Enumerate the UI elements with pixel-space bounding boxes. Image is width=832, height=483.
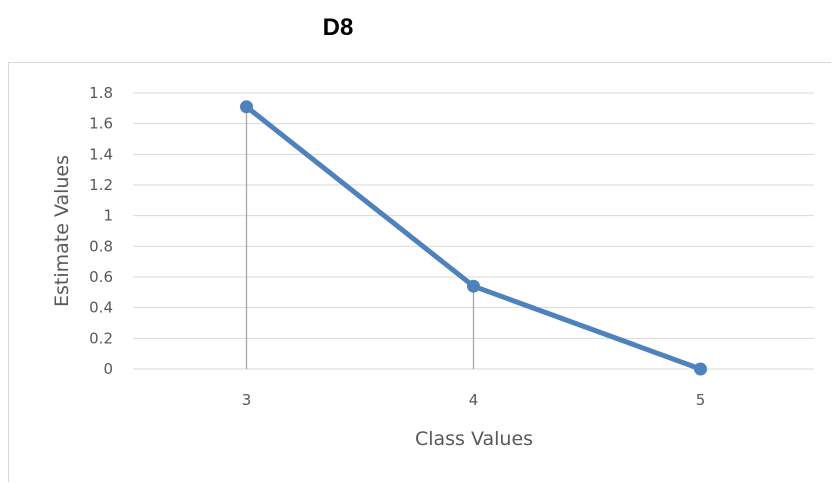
x-tick-label: 4 bbox=[469, 391, 479, 409]
y-tick-label: 1.6 bbox=[89, 115, 113, 133]
x-axis-label: Class Values bbox=[415, 428, 533, 450]
chart-frame bbox=[8, 62, 831, 482]
y-axis-label: Estimate Values bbox=[51, 155, 73, 307]
data-point-3 bbox=[240, 100, 253, 114]
drop-lines bbox=[245, 106, 475, 369]
x-tick-label: 5 bbox=[696, 391, 706, 409]
y-tick-label: 0.4 bbox=[89, 299, 113, 317]
chart-title: D8 bbox=[322, 14, 354, 41]
y-tick-label: 0.2 bbox=[89, 329, 113, 347]
x-tick-label: 3 bbox=[242, 391, 252, 409]
data-point-5 bbox=[694, 362, 707, 376]
y-tick-label: 0 bbox=[103, 360, 113, 378]
data-point-4 bbox=[467, 279, 480, 293]
y-tick-label: 0.6 bbox=[89, 268, 113, 286]
y-tick-labels: 0 0.2 0.4 0.6 0.8 1 1.2 1.4 1.6 1.8 bbox=[89, 84, 113, 378]
y-tick-label: 1.8 bbox=[89, 84, 113, 102]
y-tick-label: 1.4 bbox=[89, 145, 113, 163]
y-tick-label: 1.2 bbox=[89, 176, 113, 194]
y-tick-label: 1 bbox=[103, 207, 113, 225]
y-tick-label: 0.8 bbox=[89, 237, 113, 255]
x-tick-labels: 3 4 5 bbox=[242, 391, 706, 409]
series-layer bbox=[240, 100, 707, 376]
